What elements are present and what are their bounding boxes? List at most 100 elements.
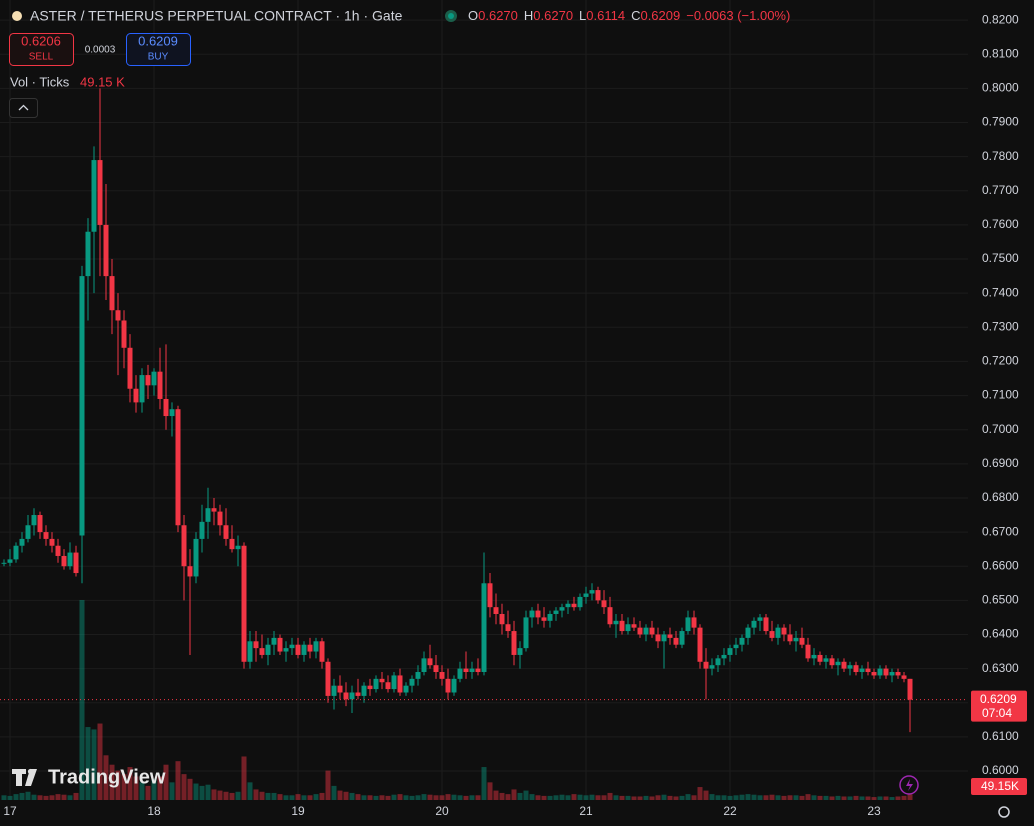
volume-bar — [715, 795, 721, 800]
sell-button[interactable] — [9, 33, 74, 66]
candle-body — [151, 371, 157, 386]
volume-bar — [655, 795, 661, 800]
volume-bar — [43, 795, 49, 800]
volume-bar — [313, 794, 319, 800]
candle-body — [391, 675, 397, 690]
watermark: TradingView — [48, 766, 166, 788]
candle-body — [349, 692, 355, 700]
candle-body — [415, 672, 421, 679]
candle-body — [85, 231, 91, 277]
chevron-icon — [18, 104, 29, 111]
buy-button[interactable] — [126, 33, 191, 66]
volume-bar — [259, 791, 265, 800]
y-tick-label: 0.6000 — [982, 763, 1019, 777]
candle-body — [181, 525, 187, 567]
last-price-tag — [971, 690, 1027, 722]
candle-body — [283, 648, 289, 652]
candle-body — [55, 545, 61, 556]
candle-body — [649, 627, 655, 635]
volume-bar — [535, 795, 541, 800]
ohlc-key: C — [631, 8, 640, 23]
volume-bar — [121, 774, 127, 800]
candle-body — [877, 668, 883, 676]
ohlc-legend: O0.6270 H0.6270 L0.6114 C0.6209 −0.0063 (−1.… — [468, 8, 790, 23]
candle-body — [721, 654, 727, 659]
volume-bar — [7, 795, 13, 800]
volume-bar — [589, 794, 595, 800]
candle-body — [121, 320, 127, 348]
volume-bar — [601, 795, 607, 800]
candle-body — [811, 654, 817, 659]
volume-bar — [427, 794, 433, 800]
volume-bar — [295, 794, 301, 800]
ohlc-value: 0.6114 — [586, 8, 625, 23]
x-tick-label: 18 — [147, 804, 161, 818]
countdown-label: 07:04 — [982, 706, 1012, 720]
volume-bar — [553, 795, 559, 800]
volume-bar — [289, 795, 295, 800]
candle-body — [469, 668, 475, 673]
candle-body — [481, 583, 487, 673]
volume-bar — [763, 795, 769, 800]
volume-bar — [31, 794, 37, 800]
candle-body — [829, 658, 835, 666]
candle-body — [109, 276, 115, 311]
volume-bar — [619, 795, 625, 800]
candle-body — [703, 661, 709, 669]
candle-body — [487, 583, 493, 608]
volume-bar — [733, 795, 739, 800]
candle-body — [97, 160, 103, 225]
x-tick-label: 19 — [291, 804, 305, 818]
ohlc-key: H — [524, 8, 533, 23]
collapse-button[interactable] — [9, 98, 38, 118]
volume-bar — [889, 797, 895, 800]
volume-bar — [379, 795, 385, 800]
candle-body — [343, 692, 349, 700]
candle-body — [103, 224, 109, 277]
y-tick-label: 0.6700 — [982, 524, 1019, 538]
volume-bar — [793, 795, 799, 800]
volume-bar — [679, 795, 685, 800]
volume-bar — [757, 795, 763, 800]
candle-body — [799, 637, 805, 645]
volume-bar — [517, 792, 523, 800]
candle-body — [145, 375, 151, 386]
candle-body — [739, 637, 745, 645]
candle-body — [307, 644, 313, 652]
candle-body — [385, 682, 391, 690]
ohlc-value: 0.6270 — [478, 8, 518, 23]
symbol-title: ASTER / TETHERUS PERPETUAL CONTRACT · 1h… — [30, 8, 403, 24]
candle-body — [787, 634, 793, 642]
volume-bar — [481, 767, 487, 800]
candle-body — [889, 672, 895, 676]
y-tick-label: 0.6400 — [982, 627, 1019, 641]
volume-bar — [685, 794, 691, 800]
volume-bar — [175, 761, 181, 800]
volume-bar — [49, 795, 55, 800]
candle-body — [271, 637, 277, 645]
candle-body — [1, 562, 7, 564]
volume-bar — [343, 791, 349, 800]
candle-body — [775, 627, 781, 638]
candle-body — [679, 631, 685, 645]
volume-bar — [469, 795, 475, 800]
volume-bar — [151, 778, 157, 800]
alert-icon[interactable] — [899, 775, 919, 795]
volume-bar — [775, 795, 781, 800]
volume-bar — [463, 795, 469, 800]
settings-icon[interactable] — [998, 806, 1010, 818]
candle-body — [379, 678, 385, 683]
y-tick-label: 0.8100 — [982, 46, 1019, 60]
volume-bar — [91, 729, 97, 800]
volume-bar — [1, 795, 7, 800]
volume-bar — [409, 795, 415, 800]
x-tick-label: 22 — [723, 804, 737, 818]
candle-body — [115, 310, 121, 321]
volume-bar — [193, 783, 199, 800]
volume-bar — [457, 795, 463, 800]
volume-bar — [853, 795, 859, 800]
volume-bar — [583, 795, 589, 800]
candle-body — [91, 160, 97, 232]
volume-bar — [19, 792, 25, 800]
